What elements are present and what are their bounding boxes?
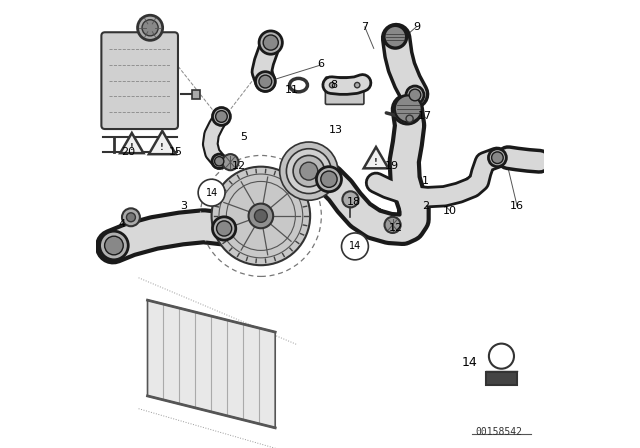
Circle shape bbox=[280, 142, 338, 200]
Text: 9: 9 bbox=[413, 22, 420, 32]
Circle shape bbox=[388, 29, 403, 44]
Circle shape bbox=[406, 86, 424, 104]
Circle shape bbox=[122, 208, 140, 226]
Circle shape bbox=[212, 217, 236, 240]
Text: 6: 6 bbox=[317, 59, 324, 69]
Text: 00158542: 00158542 bbox=[476, 427, 523, 437]
Circle shape bbox=[406, 115, 413, 122]
Polygon shape bbox=[149, 131, 176, 154]
Circle shape bbox=[398, 100, 417, 119]
Text: 18: 18 bbox=[346, 197, 361, 207]
Circle shape bbox=[212, 167, 310, 265]
Text: 10: 10 bbox=[443, 206, 457, 215]
Circle shape bbox=[342, 233, 369, 260]
Circle shape bbox=[385, 217, 401, 233]
Circle shape bbox=[248, 203, 273, 228]
Circle shape bbox=[127, 213, 136, 222]
Circle shape bbox=[216, 221, 232, 236]
Circle shape bbox=[142, 20, 158, 36]
Circle shape bbox=[492, 152, 503, 164]
Circle shape bbox=[300, 162, 317, 180]
Text: 15: 15 bbox=[169, 147, 183, 157]
Circle shape bbox=[100, 231, 128, 260]
Circle shape bbox=[259, 31, 282, 54]
Polygon shape bbox=[364, 147, 388, 168]
Circle shape bbox=[316, 167, 342, 192]
Text: 14: 14 bbox=[462, 356, 477, 370]
Circle shape bbox=[259, 75, 272, 88]
Text: !: ! bbox=[161, 143, 164, 152]
Circle shape bbox=[393, 95, 422, 124]
Circle shape bbox=[216, 111, 227, 122]
Circle shape bbox=[222, 154, 239, 170]
Polygon shape bbox=[148, 300, 275, 428]
FancyBboxPatch shape bbox=[192, 90, 200, 99]
Circle shape bbox=[198, 179, 225, 206]
Text: 2: 2 bbox=[422, 201, 429, 211]
FancyBboxPatch shape bbox=[325, 77, 364, 104]
Polygon shape bbox=[120, 133, 143, 153]
FancyBboxPatch shape bbox=[486, 372, 517, 385]
Circle shape bbox=[212, 154, 227, 168]
Circle shape bbox=[212, 108, 230, 125]
Text: 3: 3 bbox=[180, 201, 187, 211]
Circle shape bbox=[138, 15, 163, 40]
Text: 11: 11 bbox=[285, 85, 299, 95]
Circle shape bbox=[214, 157, 224, 166]
Text: 12: 12 bbox=[232, 161, 246, 171]
Circle shape bbox=[383, 25, 407, 48]
Text: 16: 16 bbox=[510, 201, 524, 211]
Circle shape bbox=[342, 191, 358, 207]
Text: 8: 8 bbox=[330, 80, 337, 90]
Text: 5: 5 bbox=[241, 132, 247, 142]
Text: 4: 4 bbox=[118, 219, 125, 229]
Circle shape bbox=[287, 149, 332, 194]
Text: !: ! bbox=[374, 158, 378, 167]
FancyBboxPatch shape bbox=[101, 32, 178, 129]
Text: 14: 14 bbox=[205, 188, 218, 198]
Text: !: ! bbox=[130, 143, 134, 152]
Circle shape bbox=[395, 95, 422, 122]
Circle shape bbox=[355, 82, 360, 88]
Circle shape bbox=[263, 35, 278, 50]
Circle shape bbox=[321, 171, 337, 187]
Circle shape bbox=[385, 26, 406, 47]
Circle shape bbox=[255, 210, 268, 222]
Text: 12: 12 bbox=[389, 224, 403, 233]
Circle shape bbox=[104, 236, 124, 255]
Circle shape bbox=[330, 82, 335, 88]
Text: 17: 17 bbox=[418, 112, 433, 121]
Circle shape bbox=[255, 72, 275, 91]
Text: 13: 13 bbox=[329, 125, 342, 135]
Circle shape bbox=[409, 89, 421, 101]
Text: 14: 14 bbox=[349, 241, 361, 251]
Text: 7: 7 bbox=[361, 22, 369, 32]
Text: 1: 1 bbox=[422, 177, 429, 186]
Text: 20: 20 bbox=[121, 147, 135, 157]
Circle shape bbox=[488, 149, 506, 167]
Text: 19: 19 bbox=[385, 161, 399, 171]
Circle shape bbox=[293, 155, 324, 187]
